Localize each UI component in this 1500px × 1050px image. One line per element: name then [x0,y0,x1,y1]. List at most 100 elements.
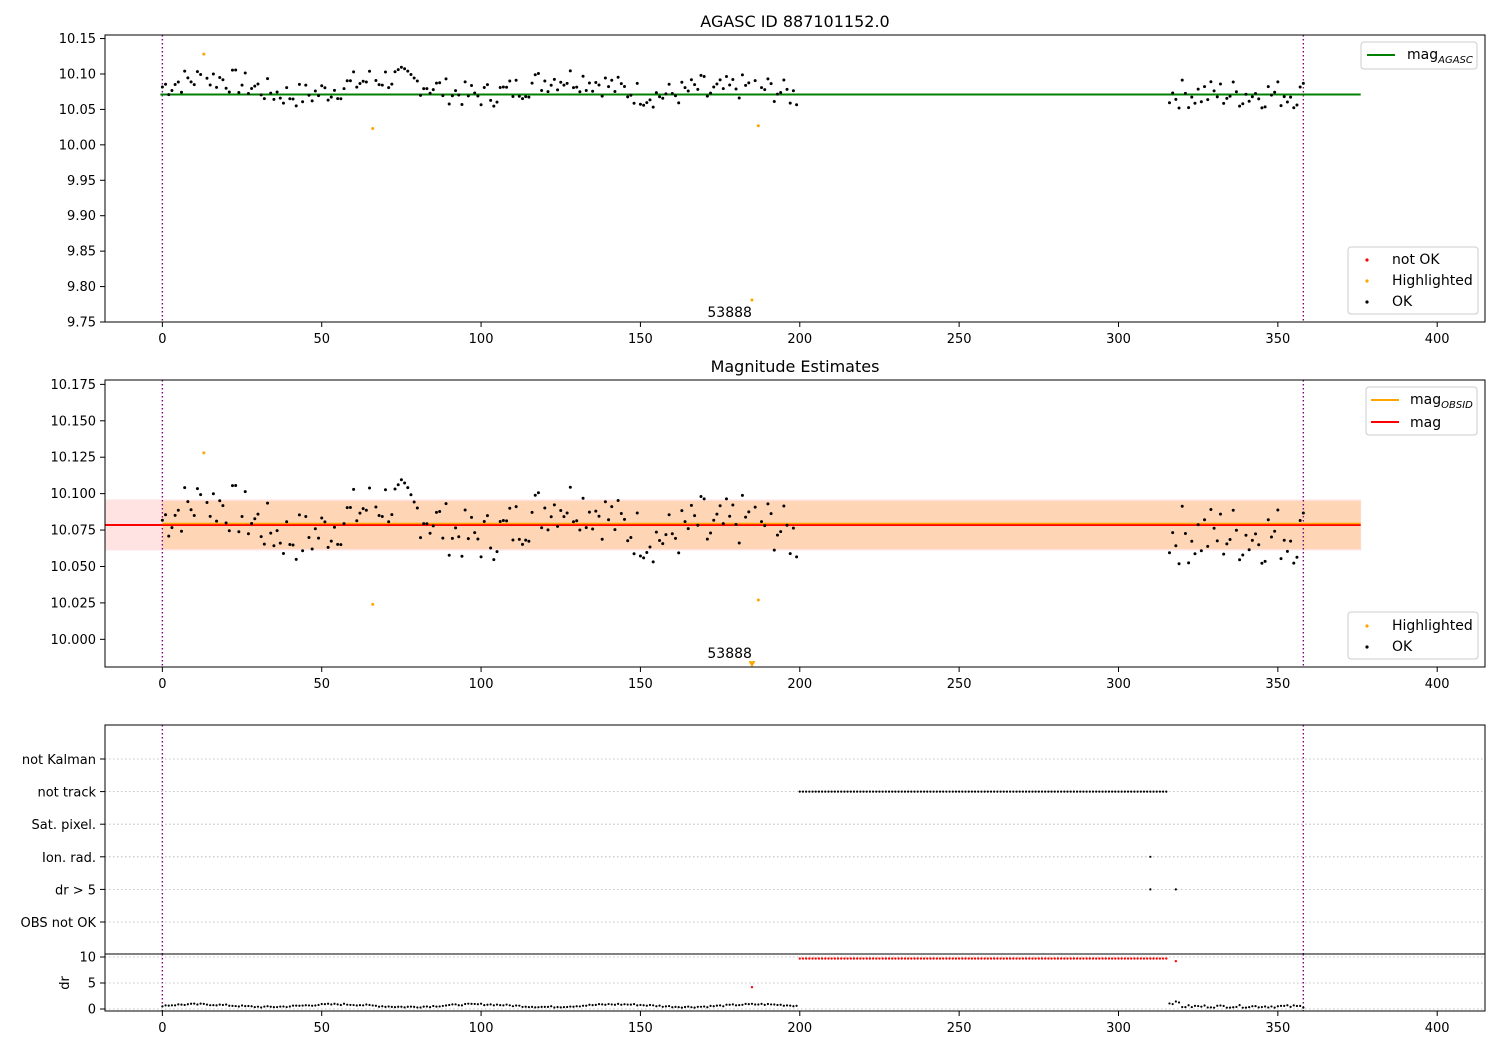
panel1-legend-points: not OK Highlighted OK [1347,246,1479,315]
flag-point [871,790,875,793]
mag-estimate-point-ok [205,501,209,505]
mag-estimate-point-highlighted [202,451,206,455]
mag-estimate-point-ok [243,490,247,494]
mag-point-highlighted [750,298,754,302]
mag-estimate-point-ok [616,498,620,502]
mag-point-ok [457,93,461,97]
panel1-xtick-label: 50 [313,332,330,347]
dr-point [566,1005,569,1009]
mag-point-ok [1222,101,1226,105]
mag-estimate-point-ok [540,526,544,530]
mag-estimate-point-ok [584,526,588,530]
mag-point-ok [715,82,719,86]
dr-point-high [865,957,868,960]
mag-estimate-point-ok [288,542,292,546]
dr-point [559,1006,562,1009]
flag-point [900,790,903,793]
flag-point [833,790,836,793]
dr-point-high [868,957,872,960]
mag-point-ok [689,78,693,82]
dr-point [1267,1006,1270,1009]
mag-estimate-point-ok [610,505,614,509]
mag-estimate-point-ok [709,531,713,535]
mag-estimate-point-ok [167,534,171,538]
mag-estimate-point-ok [552,503,556,507]
flag-point [1101,790,1104,793]
dr-point [648,1003,652,1007]
flag-point [1053,790,1056,793]
mag-estimate-point-ok [603,500,607,504]
dr-point [285,1005,288,1009]
dr-point [524,1005,527,1008]
dr-point [664,1005,668,1008]
mag-point-ok [517,94,521,98]
mag-estimate-point-ok [1295,555,1299,559]
mag-estimate-point-ok [396,483,400,487]
dr-point-high [1075,957,1079,960]
flag-point [897,790,900,793]
mag-point-ok [281,101,285,105]
mag-point-ok [1250,95,1254,99]
flag-row-label: Ion. rad. [42,851,96,866]
mag-estimate-point-ok [425,522,429,526]
dr-point [1181,1005,1184,1009]
dr-point-high [804,957,808,960]
mag-point-ok [1190,95,1194,99]
dr-point-high [1072,957,1076,960]
legend2-ok: OK [1392,639,1413,655]
mag-point-ok [393,70,397,74]
mag-estimate-point-ok [412,500,416,504]
panel1-xtick-label: 0 [158,332,166,347]
dr-point [741,1003,744,1006]
mag-estimate-point-ok [1222,552,1226,556]
dr-point [467,1002,470,1005]
dr-point-high [1130,957,1133,960]
dr-point [460,1004,464,1007]
dr-point-high [913,957,916,960]
mag-point-ok [301,100,305,104]
mag-point-ok [591,89,595,93]
mag-estimate-point-ok [734,523,738,527]
mag-estimate-point-ok [275,529,279,533]
dr-point [1263,1005,1267,1008]
dr-point-high [814,957,817,960]
mag-point-ok [769,82,773,86]
panel1-xtick-label: 100 [469,332,494,347]
panel4-ylabel: dr [58,976,73,990]
mag-point-ok [326,98,330,102]
panel4-xtick-label: 300 [1106,1021,1131,1036]
mag-point-ok [438,81,442,85]
mag-point-ok [1276,80,1280,84]
dr-point-high [1043,957,1047,960]
dr-point [706,1006,709,1009]
dr-point [1251,1005,1254,1008]
mag-point-ok [482,86,486,90]
mag-point-ok [728,83,732,87]
mag-point-ok [1183,91,1187,95]
panel1-xtick-label: 250 [947,332,972,347]
mag-estimate-point-ok [310,547,314,551]
dr-point-high [811,957,814,960]
dr-point [486,1003,489,1006]
flag-point [913,790,916,793]
mag-point-highlighted [371,127,375,131]
mag-estimate-point-ok [434,510,438,514]
dr-point [1238,1004,1241,1007]
mag-point-ok [1266,85,1270,89]
dr-point-high [1037,957,1041,960]
mag-point-ok [383,70,387,74]
mag-estimate-point-ok [508,506,512,510]
flag-point [1149,855,1152,858]
dr-point [448,1003,451,1007]
dr-point [747,1003,750,1006]
panel2-xtick-label: 350 [1265,677,1290,692]
mag-estimate-point-ok [1282,538,1286,542]
panel1-xtick-label: 350 [1265,332,1290,347]
mag-estimate-point-ok [297,513,301,517]
panel-agasc: AGASC ID 887101152.0 0 50 100 150 200 250 300 3… [59,12,1486,347]
dr-point [562,1006,566,1009]
dr-point [1260,1005,1264,1009]
panel1-title: AGASC ID 887101152.0 [700,12,889,31]
mag-point-ok [533,73,537,77]
dr-point [218,1003,221,1006]
